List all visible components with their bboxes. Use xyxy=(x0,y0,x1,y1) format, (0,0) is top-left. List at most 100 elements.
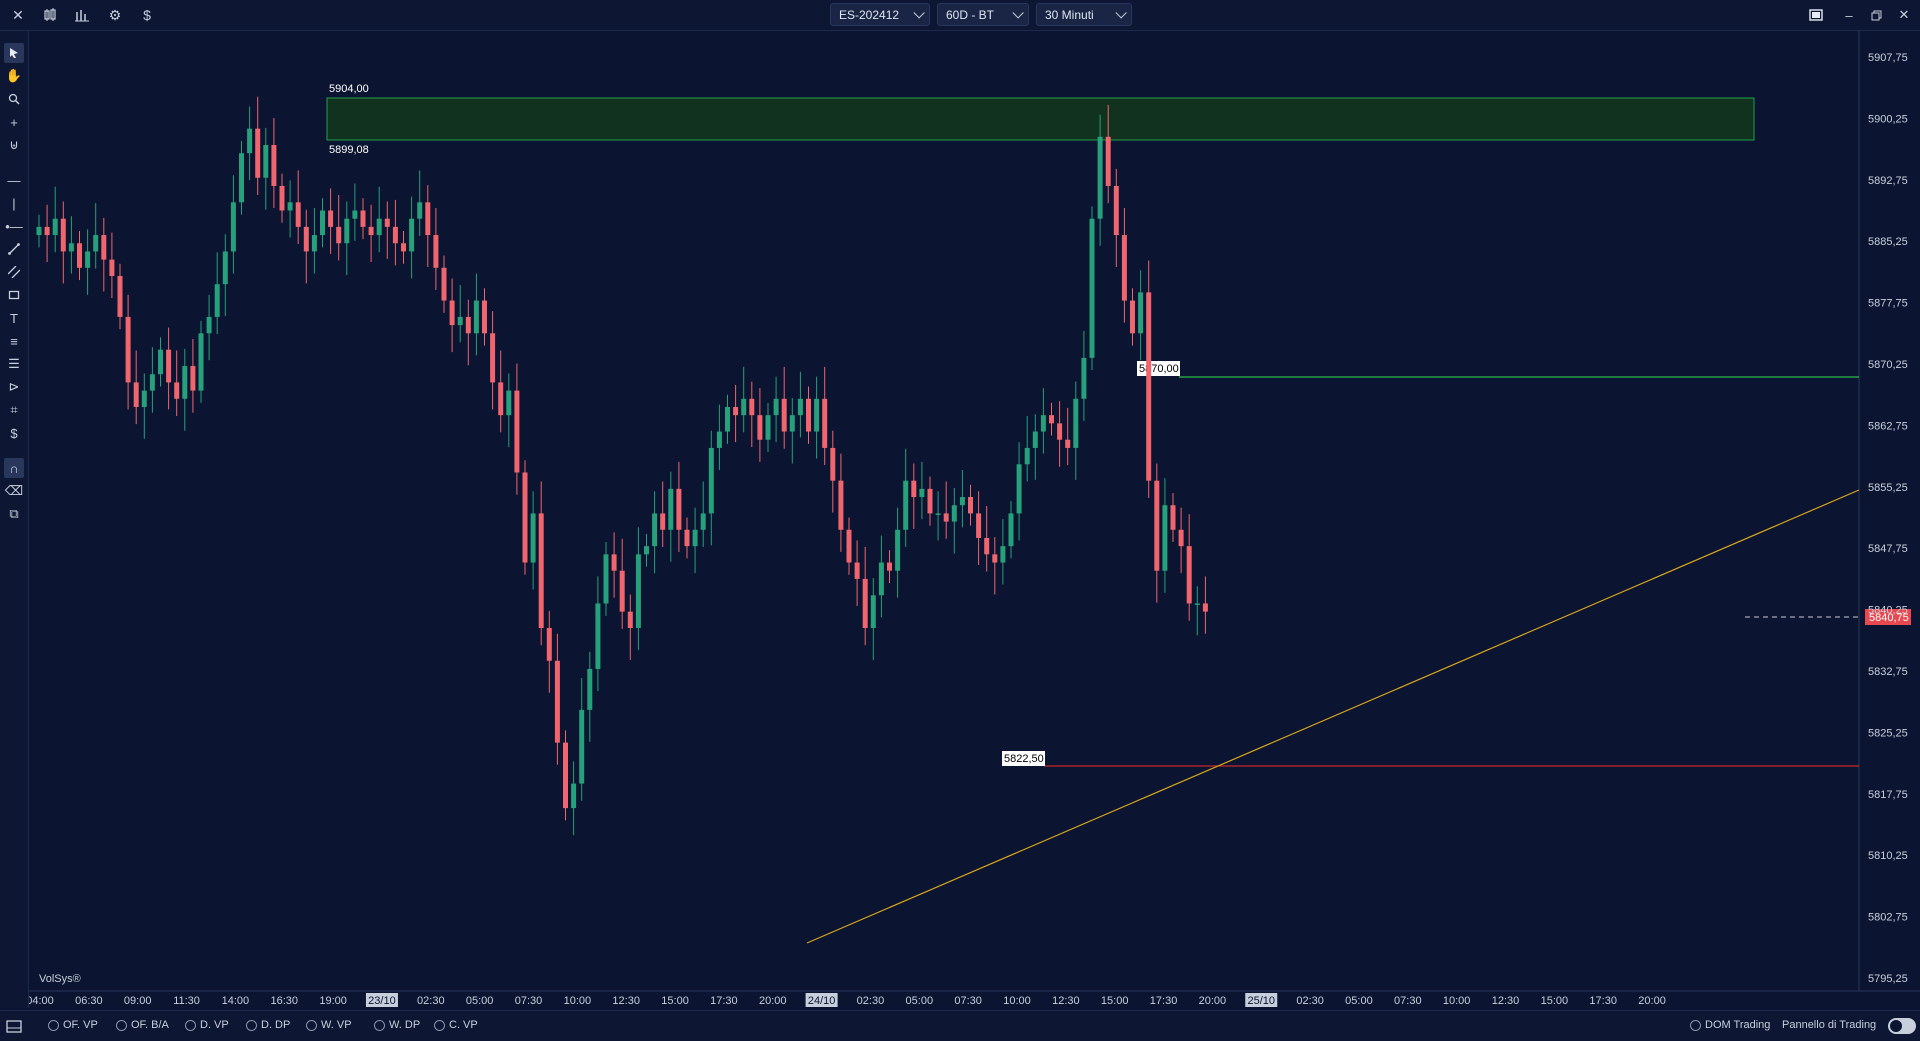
candle-up xyxy=(198,333,204,391)
text-icon[interactable]: T xyxy=(10,310,18,326)
price-chart[interactable]: 5904,00 5899,08 5870,00 5822,50 5840,75 … xyxy=(29,31,1920,1008)
candle-up xyxy=(765,415,771,440)
indicator-toggle[interactable]: W. DP xyxy=(374,1019,420,1031)
indicator-toggle[interactable]: W. VP xyxy=(306,1019,352,1031)
candle-up xyxy=(700,513,706,530)
pitchfork-icon[interactable]: ⊳ xyxy=(8,379,20,394)
candle-up xyxy=(1138,292,1144,334)
layout-icon[interactable] xyxy=(1805,4,1827,26)
candle-up xyxy=(263,145,269,178)
indicator-toggle[interactable]: D. DP xyxy=(246,1019,290,1031)
candle-up xyxy=(903,480,909,530)
candle-down xyxy=(943,513,949,522)
restore-icon[interactable] xyxy=(1865,4,1887,26)
candle-down xyxy=(1178,529,1184,547)
time-tick-label: 05:00 xyxy=(906,995,934,1007)
candle-down xyxy=(392,226,398,244)
price-tick-label: 5825,25 xyxy=(1868,727,1908,739)
bars-icon[interactable] xyxy=(72,5,92,25)
candle-down xyxy=(498,382,504,416)
timeframe-select[interactable]: 30 Minuti xyxy=(1036,3,1132,26)
lock-magnet-icon[interactable]: ∩ xyxy=(4,458,24,478)
candle-down xyxy=(806,398,811,432)
price-tick-label: 5810,25 xyxy=(1868,850,1908,862)
price-tick-label: 5892,75 xyxy=(1868,175,1908,187)
layers-icon[interactable]: ⧉ xyxy=(9,506,19,521)
candle-up xyxy=(951,505,957,522)
candle-down xyxy=(303,226,309,252)
range-select[interactable]: 60D - BT xyxy=(937,3,1029,26)
date-label-box xyxy=(805,993,838,1007)
indicator-toggle[interactable]: D. VP xyxy=(185,1019,229,1031)
candle-down xyxy=(360,210,366,227)
cursor-icon[interactable] xyxy=(4,43,24,63)
candle-up xyxy=(789,415,795,432)
indicator-toggle[interactable]: OF. VP xyxy=(48,1019,98,1031)
time-tick-label: 14:00 xyxy=(222,995,250,1007)
candle-down xyxy=(449,300,455,326)
candle-down xyxy=(911,480,917,498)
candle-up xyxy=(52,218,58,236)
channel-icon[interactable] xyxy=(4,262,24,282)
trendline-icon[interactable] xyxy=(4,239,24,259)
candle-up xyxy=(93,235,99,252)
measure-icon[interactable]: ⌗ xyxy=(10,402,18,417)
supply-zone[interactable] xyxy=(326,97,1755,141)
candle-up xyxy=(68,243,74,252)
trend-line[interactable] xyxy=(806,489,1860,944)
time-tick-label: 11:30 xyxy=(173,995,200,1007)
candle-up xyxy=(878,562,884,596)
candle-up xyxy=(571,783,577,809)
time-tick-label: 16:30 xyxy=(270,995,298,1007)
magnet-icon[interactable]: ⊎ xyxy=(9,137,19,152)
trading-panel-switch[interactable] xyxy=(1888,1018,1916,1034)
candle-up xyxy=(716,431,722,448)
time-axis: 04:00 06:30 09:00 11:30 14:00 16:30 19:00 23/10… xyxy=(29,993,1666,1007)
candle-down xyxy=(1121,235,1127,301)
indicator-toggle[interactable]: OF. B/A xyxy=(116,1019,169,1031)
close-icon[interactable]: ✕ xyxy=(12,6,24,23)
time-tick-label: 07:30 xyxy=(1394,995,1422,1007)
candle-down xyxy=(838,480,844,530)
candle-down xyxy=(328,210,334,227)
dom-trading-toggle[interactable]: DOM Trading xyxy=(1690,1019,1770,1031)
ray-icon[interactable]: •— xyxy=(5,218,23,234)
eraser-icon[interactable]: ⌫ xyxy=(4,483,24,498)
dollar-icon[interactable]: $ xyxy=(143,7,151,23)
candle-down xyxy=(1065,439,1071,448)
panel-icon[interactable] xyxy=(0,1016,28,1036)
fib-icon[interactable]: ≡ xyxy=(10,333,18,349)
window-close-icon[interactable]: ✕ xyxy=(1898,7,1910,22)
horizontal-line-icon[interactable]: — xyxy=(7,172,21,188)
candle-down xyxy=(109,259,115,276)
indicator-toggle[interactable]: C. VP xyxy=(434,1019,478,1031)
radio-icon xyxy=(306,1019,317,1031)
price-range-icon[interactable]: $ xyxy=(10,425,18,441)
zoom-icon[interactable] xyxy=(4,89,24,109)
last-price-label: 5840,75 xyxy=(1869,612,1909,624)
vertical-line-icon[interactable]: | xyxy=(12,195,16,211)
hand-icon[interactable]: ✋ xyxy=(5,68,23,83)
candle-up xyxy=(1016,464,1022,514)
symbol-select[interactable]: ES-202412 xyxy=(830,3,930,26)
rectangle-icon[interactable] xyxy=(4,285,24,305)
candle-down xyxy=(927,488,933,514)
candle-down xyxy=(295,202,301,227)
resistance-label: 5870,00 xyxy=(1139,363,1179,375)
indicator-toggle-label: OF. B/A xyxy=(131,1019,169,1031)
crosshair-icon[interactable]: + xyxy=(10,114,18,130)
candle-down xyxy=(1154,480,1160,571)
candle-down xyxy=(733,406,739,416)
time-tick-label: 10:00 xyxy=(1443,995,1471,1007)
indicator-toggle-label: C. VP xyxy=(449,1019,478,1031)
candles-icon[interactable] xyxy=(40,5,60,25)
minimize-icon[interactable]: – xyxy=(1845,7,1853,23)
candle-down xyxy=(846,529,852,563)
candle-up xyxy=(1040,415,1046,432)
gear-icon[interactable]: ⚙ xyxy=(108,6,122,23)
candle-down xyxy=(1105,136,1111,186)
candle-down xyxy=(1146,292,1152,481)
candle-down xyxy=(77,243,82,268)
levels-icon[interactable]: ☰ xyxy=(8,356,20,371)
price-tick-label: 5900,25 xyxy=(1868,113,1908,125)
